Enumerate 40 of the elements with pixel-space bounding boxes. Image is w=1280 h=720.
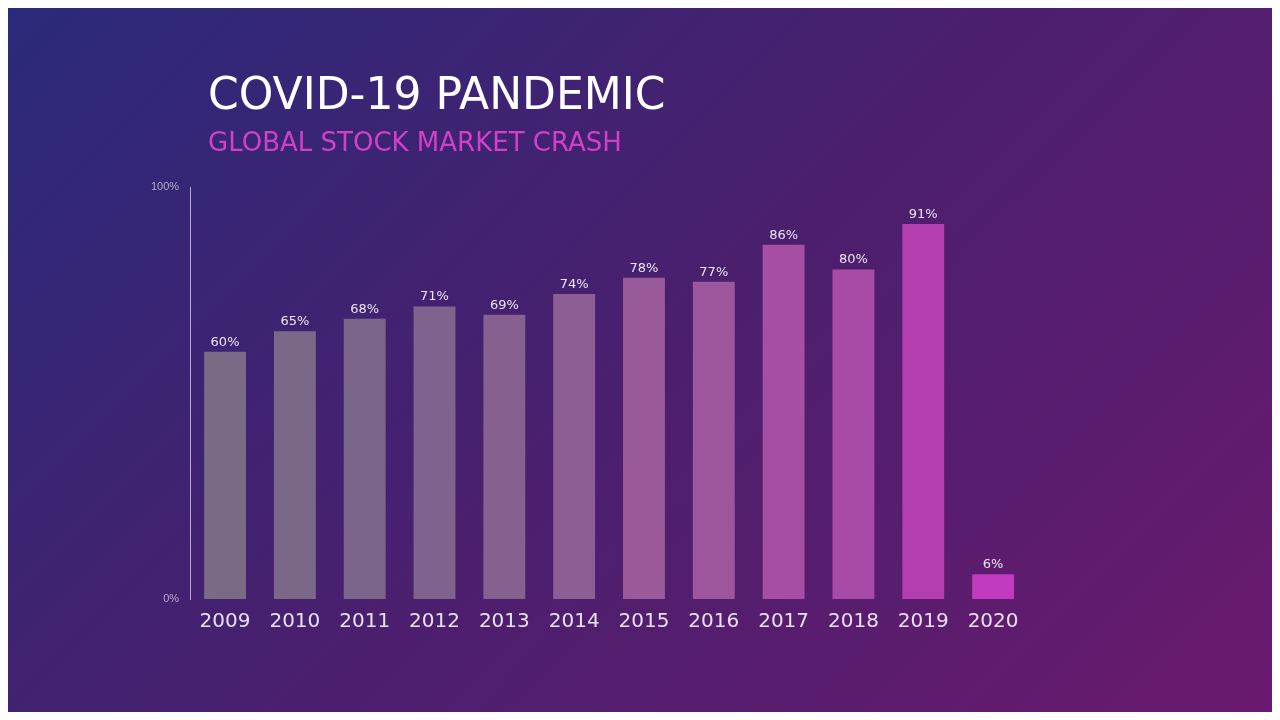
x-tick-label: 2012 — [409, 608, 460, 633]
bar — [343, 318, 386, 599]
data-label: 68% — [350, 300, 380, 316]
x-tick-label: 2009 — [199, 608, 251, 633]
bar — [902, 224, 945, 599]
bar — [483, 314, 526, 599]
data-label: 71% — [420, 288, 449, 304]
x-tick-label: 2020 — [967, 608, 1019, 633]
x-tick-label: 2014 — [548, 608, 600, 633]
x-tick-label: 2013 — [478, 608, 530, 633]
data-label: 77% — [699, 263, 729, 279]
bar — [692, 281, 735, 599]
x-tick-label: 2018 — [827, 608, 879, 633]
bar — [832, 269, 875, 599]
data-label: 86% — [769, 226, 799, 242]
x-tick-label: 2010 — [269, 608, 321, 633]
x-tick-label: 2016 — [688, 608, 740, 633]
chart-subtitle: GLOBAL STOCK MARKET CRASH — [208, 127, 623, 157]
data-label: 74% — [559, 275, 589, 291]
data-label: 60% — [210, 333, 240, 349]
bar — [762, 244, 805, 599]
bar — [553, 294, 596, 599]
bar — [972, 574, 1015, 599]
data-label: 6% — [982, 556, 1004, 572]
y-tick-label: 0% — [163, 592, 180, 605]
data-label: 65% — [280, 313, 310, 329]
x-tick-label: 2017 — [758, 608, 810, 633]
x-tick-label: 2019 — [897, 608, 949, 633]
data-label: 78% — [629, 259, 659, 275]
bar — [273, 331, 316, 599]
bar — [204, 351, 246, 599]
chart-title: COVID-19 PANDEMIC — [208, 68, 667, 119]
data-label: 80% — [838, 251, 868, 267]
x-tick-label: 2015 — [618, 608, 670, 633]
x-tick-label: 2011 — [339, 608, 391, 633]
y-tick-label: 100% — [150, 180, 180, 193]
data-label: 91% — [908, 205, 938, 221]
data-label: 69% — [489, 296, 519, 312]
bar — [413, 306, 456, 599]
bar — [623, 277, 665, 599]
